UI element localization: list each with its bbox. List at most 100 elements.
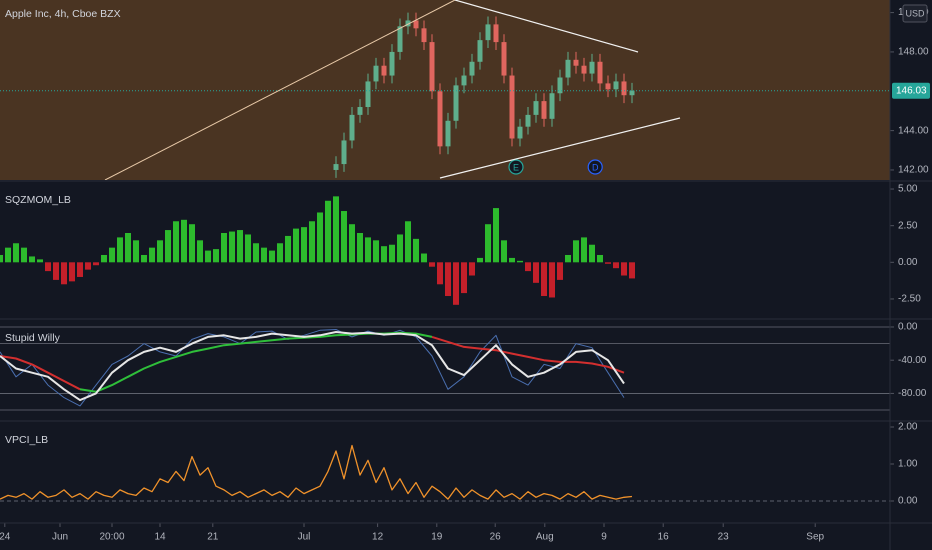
candle-body <box>381 65 387 76</box>
y-axis: 2.00 1.00 0.00 <box>890 422 918 507</box>
histogram-bar <box>221 233 227 263</box>
histogram-bar <box>341 211 347 263</box>
candle-body <box>493 24 499 43</box>
series-line <box>0 444 633 500</box>
histogram-bar <box>45 262 51 272</box>
candle-body <box>357 107 363 115</box>
series-line <box>0 329 625 407</box>
y-tick-label: 142.00 <box>898 165 929 176</box>
candle-body <box>549 93 555 119</box>
y-axis: 0.00 -40.00 -80.00 <box>890 322 927 399</box>
histogram-bar <box>229 231 235 263</box>
histogram-bar <box>381 246 387 263</box>
candle-body <box>373 65 379 82</box>
histogram-bar <box>285 235 291 263</box>
y-tick-label: 144.00 <box>898 125 929 136</box>
histogram-bar <box>149 247 155 263</box>
histogram-bar <box>581 237 587 263</box>
x-tick-label: 9 <box>601 532 607 543</box>
histogram-bar <box>501 240 507 263</box>
histogram-bar <box>493 208 499 263</box>
histogram-bar <box>69 262 75 282</box>
candle-body <box>605 83 611 90</box>
candle-body <box>557 77 563 94</box>
candle-body <box>405 20 411 27</box>
x-tick-label: 19 <box>431 532 443 543</box>
histogram-bar <box>61 262 67 285</box>
histogram-bar <box>629 262 635 279</box>
histogram-bar <box>597 254 603 263</box>
histogram-bar <box>213 249 219 263</box>
histogram-bar <box>557 262 563 280</box>
histogram-bar <box>453 262 459 305</box>
x-tick-label: 12 <box>372 532 384 543</box>
histogram-bar <box>485 224 491 263</box>
histogram-bar <box>405 221 411 263</box>
histogram-bar <box>277 243 283 263</box>
histogram-bar <box>445 262 451 297</box>
candle-body <box>565 59 571 78</box>
y-axis: 5.00 2.50 0.00 -2.50 <box>890 184 921 305</box>
y-tick-label: 5.00 <box>898 184 918 195</box>
x-tick-label: Jul <box>298 532 311 543</box>
histogram-bar <box>525 262 531 272</box>
panel <box>0 422 890 522</box>
trend-line <box>454 0 639 53</box>
candle-body <box>341 140 347 165</box>
candle-body <box>581 65 587 74</box>
drawings <box>104 0 681 180</box>
histogram-bar <box>117 237 123 263</box>
histogram-bar <box>469 262 475 276</box>
x-tick-label: Jun <box>52 532 68 543</box>
histogram-bar <box>333 196 339 263</box>
histogram-bar <box>5 247 11 263</box>
histogram-bar <box>413 238 419 263</box>
histogram-bar <box>573 240 579 263</box>
x-tick-label: 26 <box>490 532 502 543</box>
candle-body <box>429 42 435 92</box>
x-tick-label: 14 <box>154 532 166 543</box>
histogram-bar <box>109 247 115 263</box>
histogram-bar <box>509 257 515 263</box>
histogram-bar <box>429 262 435 267</box>
event-label: D <box>592 162 599 172</box>
candle-body <box>485 24 491 41</box>
histogram-bar <box>205 250 211 263</box>
histogram-bar <box>133 240 139 263</box>
candle-body <box>437 91 443 147</box>
candle-body <box>461 75 467 86</box>
panel-title: VPCI_LB <box>5 434 48 446</box>
candle-body <box>517 126 523 139</box>
histogram-bar <box>565 254 571 263</box>
candle-body <box>333 164 339 170</box>
candle-body <box>541 101 547 119</box>
candle-body <box>477 40 483 62</box>
candle-body <box>613 81 619 90</box>
histogram-bar <box>437 262 443 285</box>
series-line <box>0 355 81 391</box>
histogram-bar <box>517 260 523 263</box>
candle-body <box>445 120 451 147</box>
histogram-bar <box>373 240 379 263</box>
series-line <box>431 335 625 374</box>
candle-body <box>397 26 403 52</box>
trend-line <box>439 117 681 179</box>
histogram-bar <box>621 262 627 276</box>
histogram-bar <box>589 244 595 263</box>
y-tick-label: 2.00 <box>898 422 918 433</box>
histogram-bar <box>389 244 395 263</box>
candle-body <box>365 81 371 108</box>
histogram-bar <box>269 250 275 263</box>
histogram-bar <box>157 240 163 263</box>
event-marker <box>587 159 603 175</box>
panel-background <box>0 320 890 420</box>
panel-background <box>0 0 890 180</box>
y-tick-label: 0.00 <box>898 322 918 333</box>
candle-body <box>413 20 419 29</box>
histogram-bar <box>77 262 83 277</box>
histogram-bar <box>325 200 331 263</box>
candle-body <box>525 114 531 127</box>
histogram-bar <box>181 219 187 263</box>
